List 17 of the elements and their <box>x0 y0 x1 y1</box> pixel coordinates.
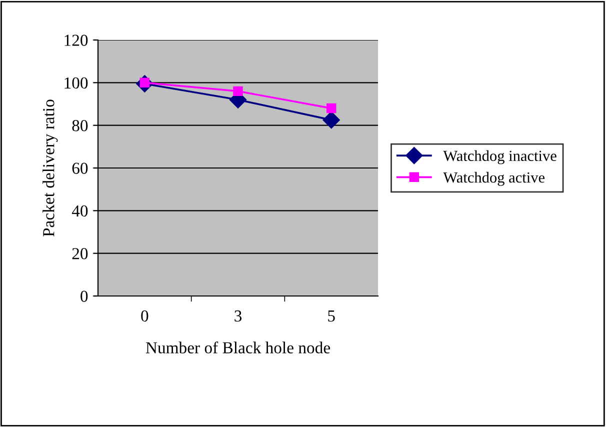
y-tick-label: 20 <box>72 248 88 260</box>
legend-label: Watchdog inactive <box>443 150 556 164</box>
x-tick-label: 5 <box>328 310 335 322</box>
point <box>233 86 243 96</box>
x-tick-label: 0 <box>141 310 148 322</box>
legend-label: Watchdog active <box>443 172 545 186</box>
x-tick-label: 3 <box>234 310 242 322</box>
point <box>326 103 336 114</box>
x-axis-title: Number of Black hole node <box>146 342 330 354</box>
y-tick-label: 120 <box>64 34 88 46</box>
y-tick-label: 40 <box>72 205 88 217</box>
y-axis-title: Packet delivery ratio <box>42 100 58 236</box>
y-tick-label: 0 <box>80 290 88 302</box>
y-tick-label: 60 <box>72 162 88 174</box>
y-tick-label: 80 <box>72 120 88 132</box>
point <box>322 111 340 129</box>
y-tick-label: 100 <box>64 77 88 89</box>
